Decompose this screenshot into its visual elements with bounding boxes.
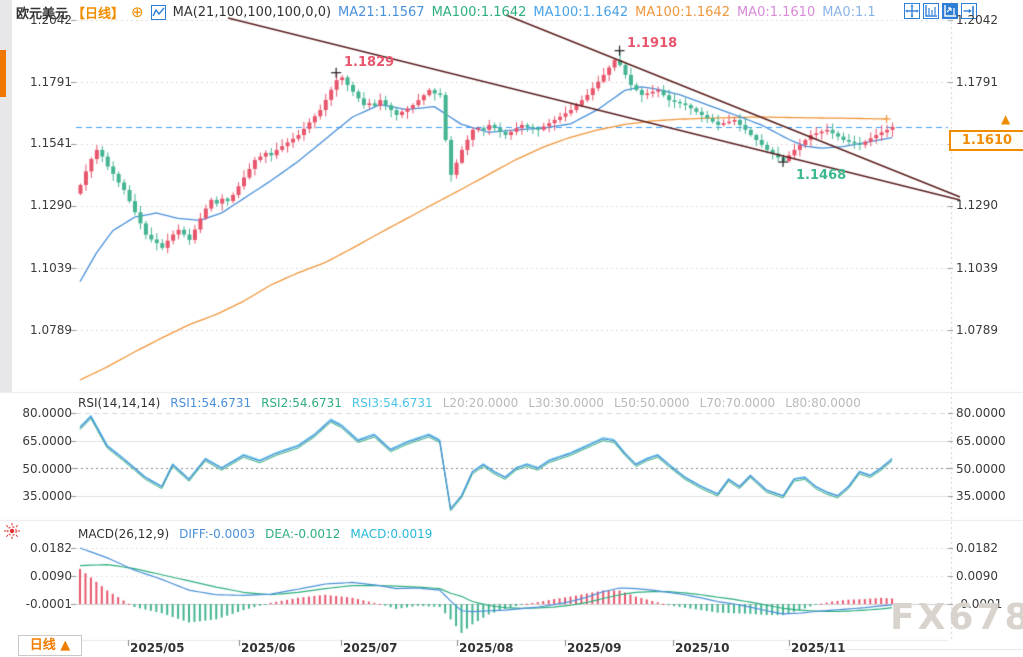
move-crosshair-icon[interactable]: [904, 3, 920, 19]
ma100-value-1: MA100:1.1642: [431, 5, 527, 20]
x-axis-label-oct: 2025/10: [675, 641, 730, 655]
macd-header: MACD(26,12,9) DIFF:-0.0003 DEA:-0.0012 M…: [78, 527, 432, 541]
rsi-level-l50: L50:50.0000: [613, 396, 690, 410]
left-edge-tab[interactable]: [0, 50, 6, 97]
macd-axis-right-0: 0.0182: [956, 541, 998, 555]
annotation-high-1: 1.1829: [344, 55, 395, 70]
price-axis-right-0: 1.2042: [956, 13, 998, 27]
x-axis-label-sep: 2025/09: [567, 641, 622, 655]
rsi-axis-right-65: 65.0000: [956, 434, 1006, 448]
price-axis-left-4: 1.1039: [30, 261, 72, 275]
rsi-level-l20: L20:20.0000: [442, 396, 519, 410]
symbol-title: 欧元美元: [16, 7, 69, 22]
macd-hist-value: MACD:0.0019: [350, 527, 433, 541]
x-axis-label-aug: 2025/08: [459, 641, 514, 655]
x-axis-label-may: 2025/05: [130, 641, 185, 655]
macd-axis-left-0: 0.0182: [30, 541, 72, 555]
rsi2-value: RSI2:54.6731: [261, 396, 342, 410]
price-up-arrow-icon: ▲: [1001, 112, 1011, 126]
ma100-value-2: MA100:1.1642: [533, 5, 629, 20]
macd-axis-left-2: -0.0001: [25, 597, 72, 611]
price-axis-left-5: 1.0789: [30, 323, 72, 337]
price-axis-left-0: 1.2042: [30, 13, 72, 27]
rsi-level-l80: L80:80.0000: [785, 396, 861, 410]
circle-plus-icon[interactable]: ⊕: [131, 3, 144, 21]
ma-settings-label: MA(21,100,100,100,0,0): [172, 5, 332, 20]
annotation-low-1: 1.1468: [796, 168, 847, 183]
rsi-axis-left-50: 50.0000: [22, 462, 72, 476]
macd-diff-value: DIFF:-0.0003: [179, 527, 256, 541]
rsi-axis-right-35: 35.0000: [956, 489, 1006, 503]
ma0-value-1: MA0:1.1610: [736, 5, 816, 20]
rsi3-value: RSI3:54.6731: [351, 396, 433, 410]
price-axis-left-2: 1.1541: [30, 136, 72, 150]
exit-fullscreen-icon[interactable]: [961, 3, 977, 19]
indicator-chart-icon[interactable]: [150, 5, 166, 20]
current-price-tag: 1.1610: [949, 130, 1023, 151]
rsi-title: RSI(14,14,14): [78, 396, 161, 410]
rsi-axis-right-50: 50.0000: [956, 462, 1006, 476]
alert-blinker-icon[interactable]: [3, 522, 21, 540]
ma100-value-3: MA100:1.1642: [635, 5, 730, 20]
x-axis-label-nov: 2025/11: [791, 641, 846, 655]
x-axis-label-jul: 2025/07: [343, 641, 398, 655]
price-axis-right-4: 1.1039: [956, 261, 998, 275]
macd-axis-right-1: 0.0090: [956, 569, 998, 583]
annotation-high-2: 1.1918: [627, 36, 678, 51]
rsi1-value: RSI1:54.6731: [170, 396, 252, 410]
rsi-axis-left-35: 35.0000: [22, 489, 72, 503]
x-axis-label-jun: 2025/06: [241, 641, 296, 655]
ma21-value: MA21:1.1567: [338, 5, 425, 20]
rsi-axis-right-80: 80.0000: [956, 406, 1006, 420]
axis-scale-active-icon[interactable]: [942, 3, 958, 19]
left-gutter: [0, 0, 12, 392]
macd-axis-right-2: -0.0001: [956, 597, 1003, 611]
timeframe-button[interactable]: 日线 ▲: [18, 635, 82, 656]
rsi-level-l30: L30:30.0000: [528, 396, 604, 410]
price-axis-left-3: 1.1290: [30, 198, 72, 212]
macd-axis-left-1: 0.0090: [30, 569, 72, 583]
macd-title: MACD(26,12,9): [78, 527, 170, 541]
chart-header: 欧元美元 【日线】 ⊕ MA(21,100,100,100,0,0) MA21:…: [16, 3, 876, 23]
axis-scale-icon[interactable]: [923, 3, 939, 19]
rsi-header: RSI(14,14,14) RSI1:54.6731 RSI2:54.6731 …: [78, 396, 861, 410]
rsi-level-l70: L70:70.0000: [699, 396, 776, 410]
price-axis-right-5: 1.0789: [956, 323, 998, 337]
watermark: FX678: [890, 597, 1023, 638]
chart-toolbar: [904, 3, 977, 19]
price-axis-left-1: 1.1791: [30, 75, 72, 89]
timeframe-tag: 【日线】: [72, 7, 125, 22]
rsi-axis-left-65: 65.0000: [22, 434, 72, 448]
price-axis-right-3: 1.1290: [956, 198, 998, 212]
rsi-axis-left-80: 80.0000: [22, 406, 72, 420]
price-axis-right-1: 1.1791: [956, 75, 998, 89]
ma0-value-2: MA0:1.1: [822, 5, 876, 20]
macd-dea-value: DEA:-0.0012: [265, 527, 341, 541]
